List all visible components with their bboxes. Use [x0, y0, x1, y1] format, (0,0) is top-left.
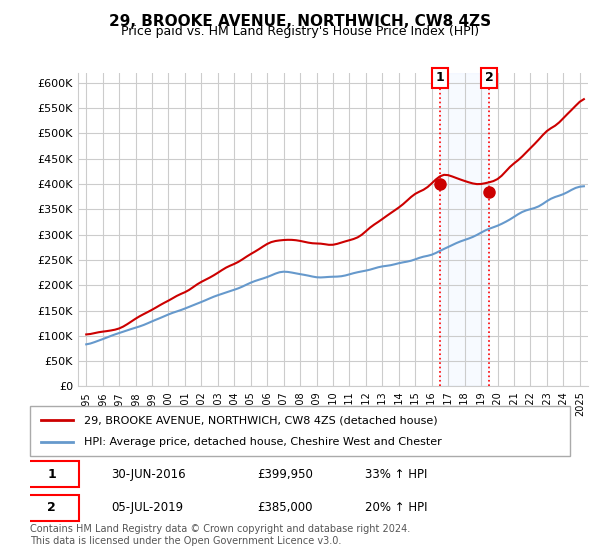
- Text: 20% ↑ HPI: 20% ↑ HPI: [365, 501, 427, 515]
- Bar: [440, 73, 489, 386]
- FancyBboxPatch shape: [30, 406, 570, 456]
- Text: Price paid vs. HM Land Registry's House Price Index (HPI): Price paid vs. HM Land Registry's House …: [121, 25, 479, 38]
- Text: £385,000: £385,000: [257, 501, 312, 515]
- FancyBboxPatch shape: [25, 461, 79, 487]
- Text: HPI: Average price, detached house, Cheshire West and Chester: HPI: Average price, detached house, Ches…: [84, 437, 442, 447]
- Text: £399,950: £399,950: [257, 468, 313, 481]
- Text: 2: 2: [47, 501, 56, 515]
- FancyBboxPatch shape: [25, 495, 79, 521]
- Text: 2: 2: [485, 71, 494, 85]
- Text: 1: 1: [436, 71, 445, 85]
- Text: 1: 1: [47, 468, 56, 481]
- Text: 29, BROOKE AVENUE, NORTHWICH, CW8 4ZS: 29, BROOKE AVENUE, NORTHWICH, CW8 4ZS: [109, 14, 491, 29]
- Text: 30-JUN-2016: 30-JUN-2016: [111, 468, 185, 481]
- Text: 29, BROOKE AVENUE, NORTHWICH, CW8 4ZS (detached house): 29, BROOKE AVENUE, NORTHWICH, CW8 4ZS (d…: [84, 415, 437, 425]
- Text: Contains HM Land Registry data © Crown copyright and database right 2024.
This d: Contains HM Land Registry data © Crown c…: [30, 524, 410, 546]
- Text: 33% ↑ HPI: 33% ↑ HPI: [365, 468, 427, 481]
- Text: 05-JUL-2019: 05-JUL-2019: [111, 501, 183, 515]
